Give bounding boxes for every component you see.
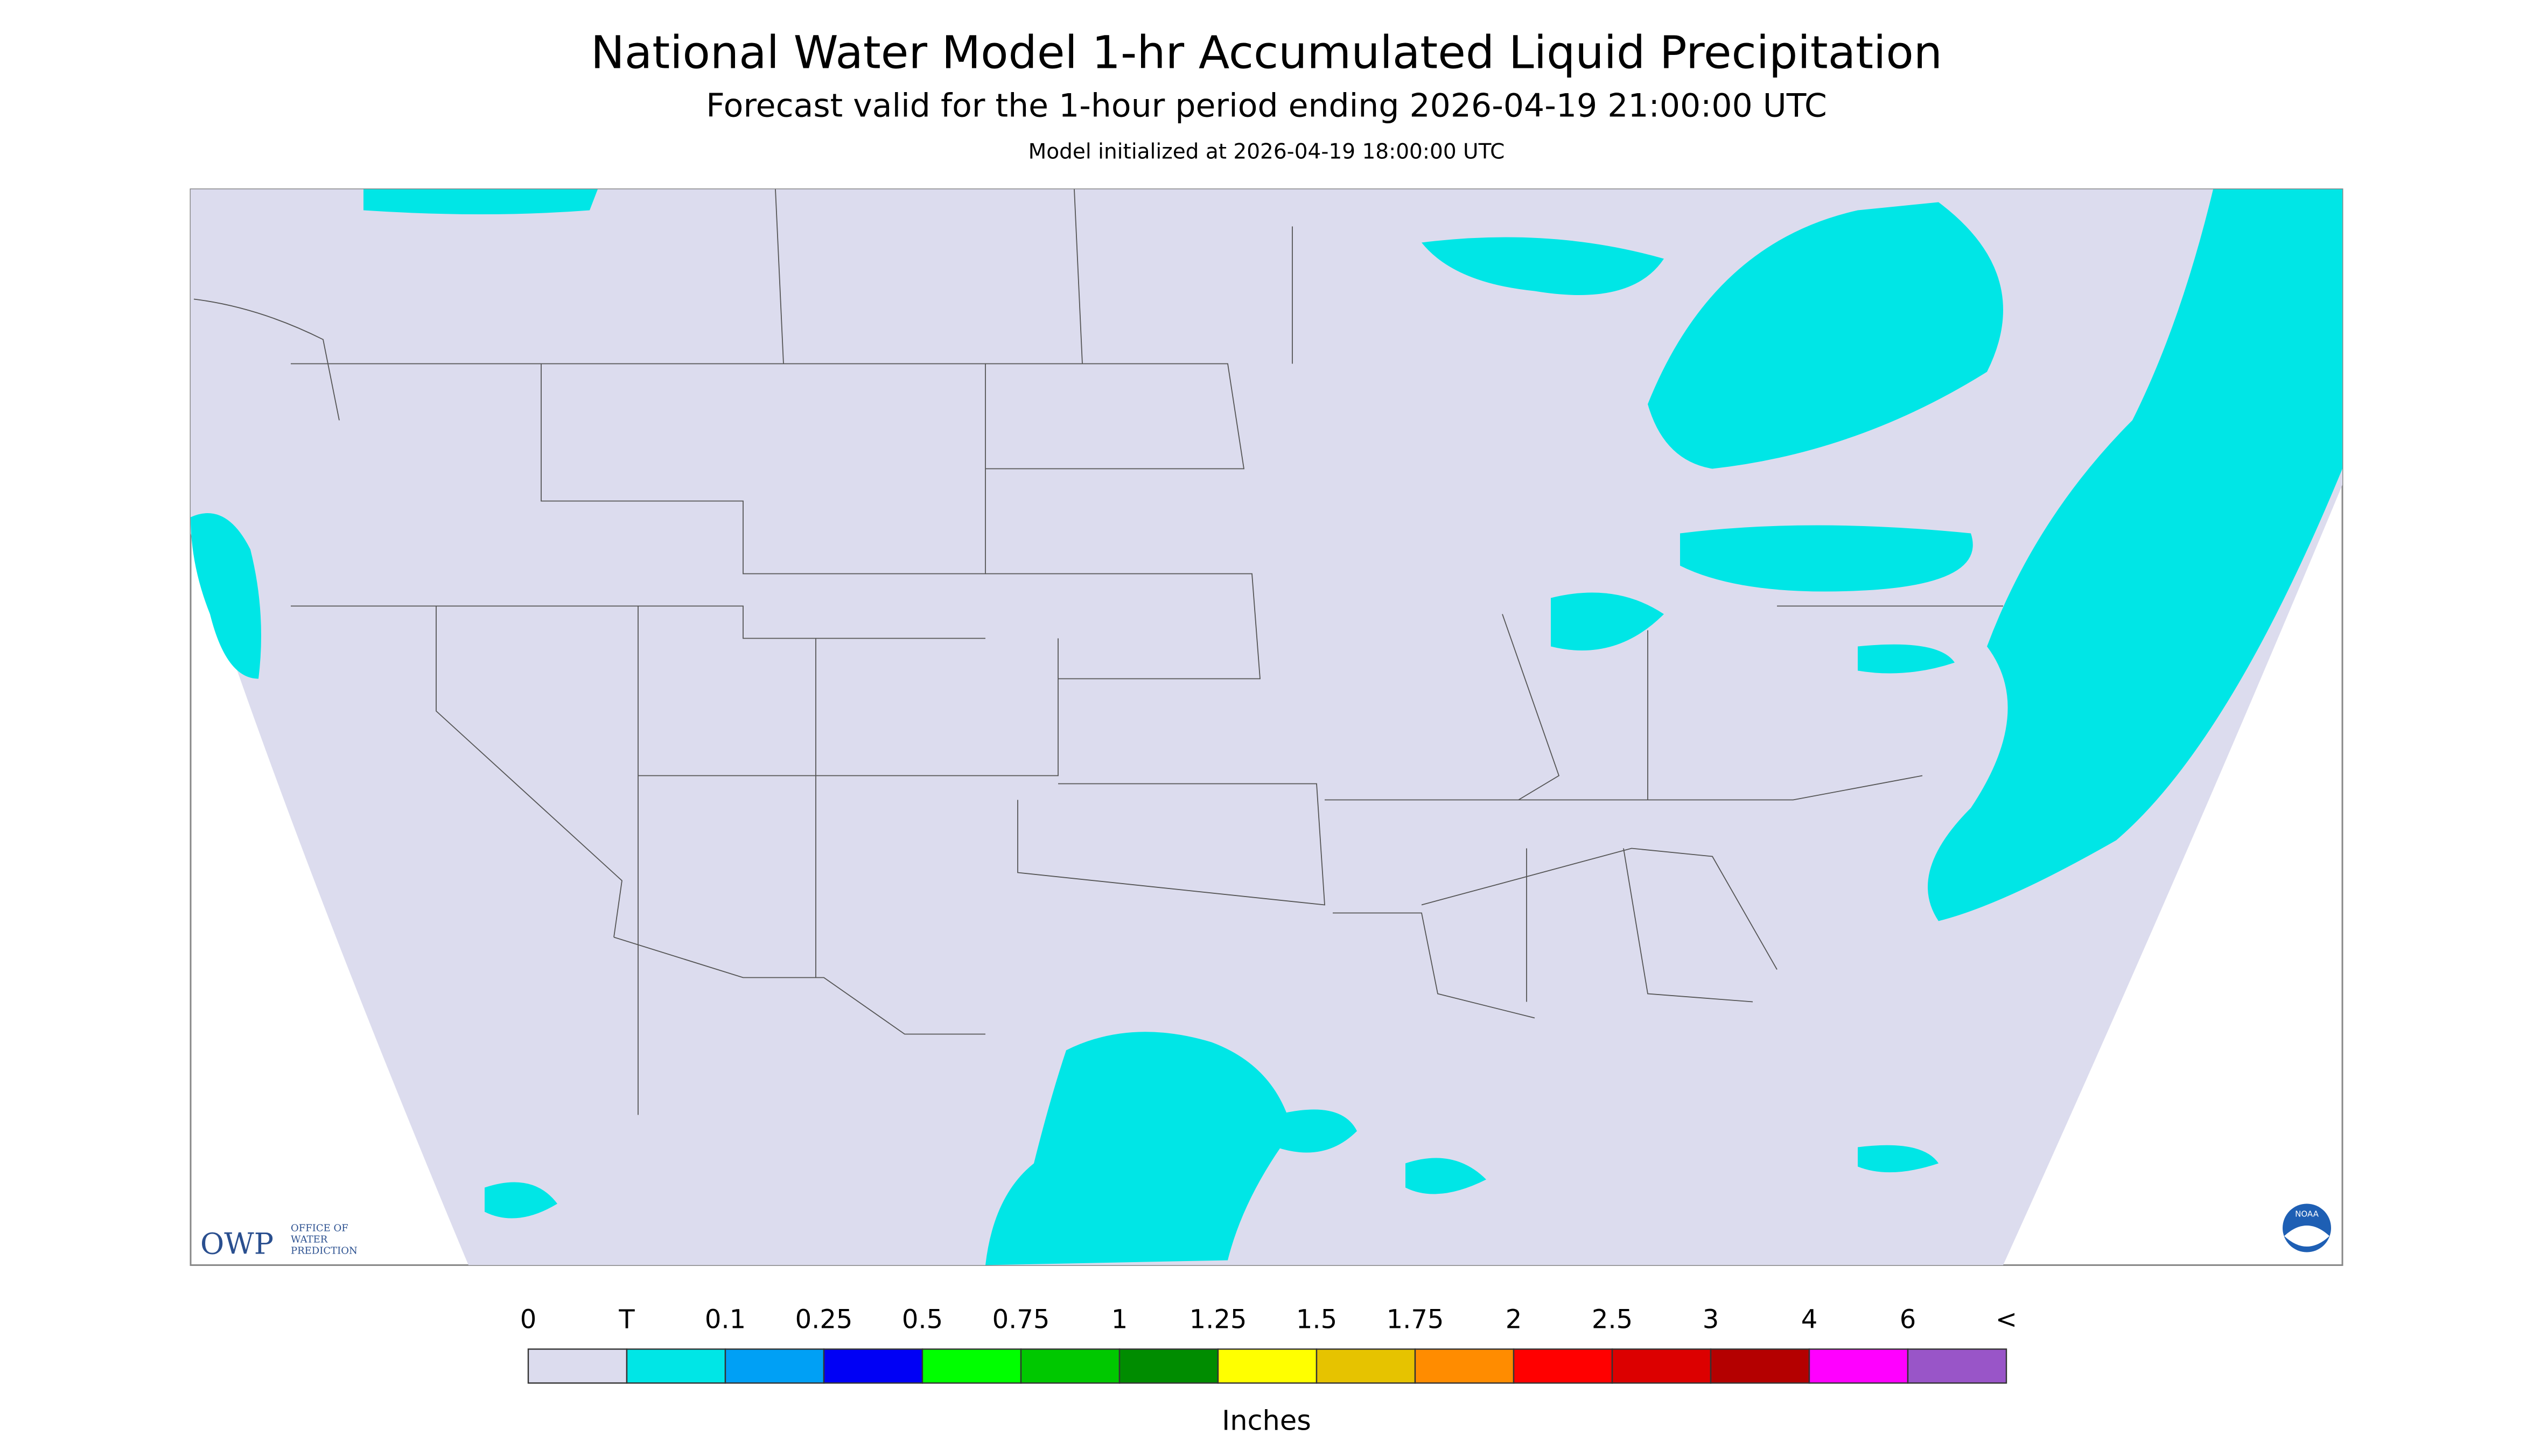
title: National Water Model 1-hr Accumulated Li… <box>591 26 1942 79</box>
legend-swatch <box>1513 1348 1613 1384</box>
legend-swatch <box>1611 1348 1712 1384</box>
legend-swatch <box>1217 1348 1318 1384</box>
noaa-text: NOAA <box>2295 1209 2319 1219</box>
subtitle: Forecast valid for the 1-hour period end… <box>706 87 1827 125</box>
legend-label: < <box>1996 1305 2017 1335</box>
legend-label: 2.5 <box>1592 1305 1633 1335</box>
legend-label: 2 <box>1506 1305 1522 1335</box>
legend-swatch <box>1316 1348 1416 1384</box>
legend: 0 T 0.1 0.25 0.5 0.75 1 1.25 1.5 1.75 2 2.5 3 4 6 < <box>520 1305 2017 1384</box>
legend-label: 0 <box>520 1305 537 1335</box>
state-borders <box>193 189 2003 1115</box>
legend-swatch <box>1020 1348 1121 1384</box>
map-area: OWP OFFICE OF WATER PREDICTION NOAA <box>190 188 2343 1266</box>
legend-swatch <box>1907 1348 2007 1384</box>
legend-label: 1.25 <box>1189 1305 1247 1335</box>
owp-caption-box: OFFICE OF WATER PREDICTION <box>291 1223 358 1257</box>
legend-swatch <box>1118 1348 1219 1384</box>
noaa-wave <box>2284 1226 2329 1247</box>
owp-logo-text: OWP <box>200 1227 274 1261</box>
legend-swatch <box>1808 1348 1909 1384</box>
legend-swatch <box>921 1348 1022 1384</box>
projection-domain <box>191 189 2342 1265</box>
legend-label: 0.5 <box>902 1305 943 1335</box>
legend-swatch <box>626 1348 726 1384</box>
legend-swatch <box>724 1348 825 1384</box>
legend-label: 0.25 <box>795 1305 853 1335</box>
legend-swatch <box>1710 1348 1810 1384</box>
owp-caption: OFFICE OF WATER PREDICTION <box>291 1223 358 1257</box>
legend-label: 3 <box>1703 1305 1719 1335</box>
legend-swatch <box>527 1348 628 1384</box>
legend-label: 1 <box>1111 1305 1128 1335</box>
legend-units: Inches <box>1222 1405 1311 1437</box>
legend-label: 0.75 <box>992 1305 1050 1335</box>
legend-label: 4 <box>1801 1305 1818 1335</box>
legend-swatch <box>823 1348 923 1384</box>
owp-logo: OWP OFFICE OF WATER PREDICTION <box>200 1223 358 1261</box>
init-time: Model initialized at 2026-04-19 18:00:00… <box>1028 140 1505 164</box>
precip-areas <box>191 189 2342 1265</box>
legend-swatch <box>1414 1348 1515 1384</box>
legend-label: 6 <box>1900 1305 1916 1335</box>
legend-label: 1.5 <box>1296 1305 1337 1335</box>
noaa-logo: NOAA <box>2283 1203 2331 1252</box>
legend-label: T <box>618 1305 635 1335</box>
legend-label: 0.1 <box>705 1305 746 1335</box>
legend-label: 1.75 <box>1387 1305 1444 1335</box>
